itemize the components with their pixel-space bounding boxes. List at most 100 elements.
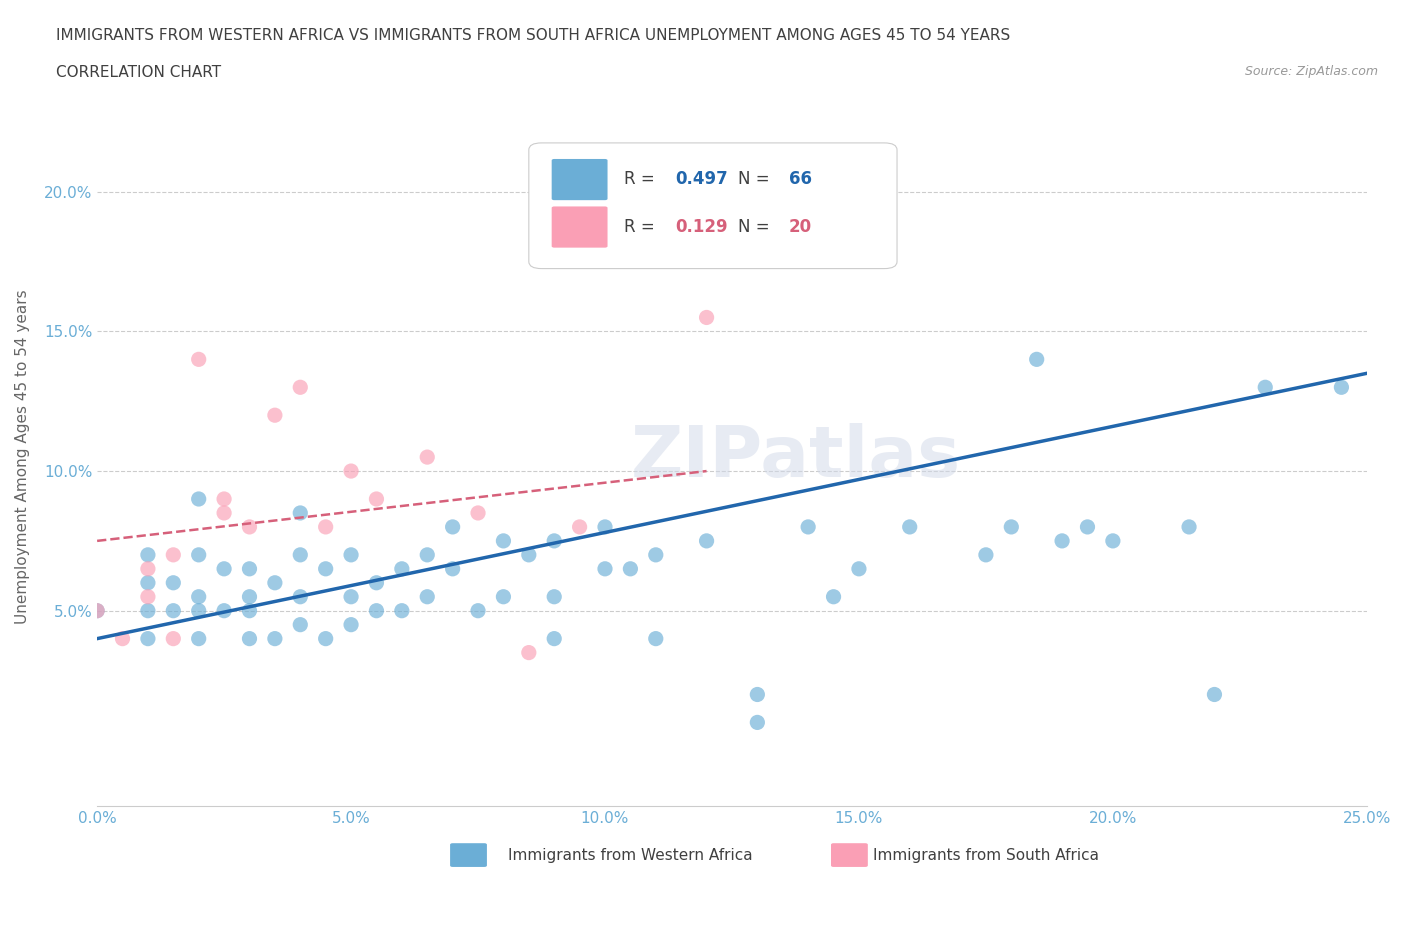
Text: 0.497: 0.497 [675,170,727,188]
Point [264,576,287,591]
Point [162,631,184,646]
Point [543,590,565,604]
Point [212,562,235,577]
Point [1025,352,1047,366]
Point [340,590,363,604]
Text: Immigrants from South Africa: Immigrants from South Africa [873,847,1099,862]
Text: Source: ZipAtlas.com: Source: ZipAtlas.com [1244,65,1378,78]
Text: ZIPatlas: ZIPatlas [630,422,960,492]
Point [136,576,159,591]
Point [391,562,413,577]
Point [543,631,565,646]
Point [416,450,439,465]
Text: CORRELATION CHART: CORRELATION CHART [56,65,221,80]
Y-axis label: Unemployment Among Ages 45 to 54 years: Unemployment Among Ages 45 to 54 years [15,290,30,624]
Point [568,520,591,535]
Point [467,604,489,618]
Point [517,548,540,563]
Point [1000,520,1022,535]
Point [290,548,312,563]
Point [696,310,718,325]
Point [264,407,287,422]
Point [238,631,260,646]
Point [619,562,641,577]
Point [162,548,184,563]
Point [187,631,209,646]
Point [492,590,515,604]
Point [340,618,363,632]
FancyBboxPatch shape [529,143,897,269]
Point [86,604,108,618]
Point [187,492,209,507]
Point [797,520,820,535]
Point [366,576,388,591]
Text: 66: 66 [789,170,813,188]
Point [111,631,134,646]
Point [747,715,769,730]
Point [366,604,388,618]
Point [898,520,921,535]
Point [644,548,666,563]
Point [696,534,718,549]
Point [315,562,337,577]
Point [136,548,159,563]
Point [1076,520,1098,535]
Text: Immigrants from Western Africa: Immigrants from Western Africa [508,847,752,862]
Point [212,506,235,521]
Point [1204,687,1226,702]
Point [238,604,260,618]
Point [492,534,515,549]
Point [1178,520,1201,535]
Point [315,631,337,646]
Point [315,520,337,535]
Point [644,631,666,646]
Point [238,590,260,604]
Text: 20: 20 [789,219,813,236]
Point [1330,379,1353,394]
Point [290,379,312,394]
Point [1102,534,1125,549]
Point [212,492,235,507]
Text: IMMIGRANTS FROM WESTERN AFRICA VS IMMIGRANTS FROM SOUTH AFRICA UNEMPLOYMENT AMON: IMMIGRANTS FROM WESTERN AFRICA VS IMMIGR… [56,28,1011,43]
Text: R =: R = [624,170,655,188]
Point [823,590,845,604]
Point [441,562,464,577]
Point [290,590,312,604]
Point [593,562,616,577]
Point [974,548,997,563]
Point [593,520,616,535]
Point [441,520,464,535]
Point [1254,379,1277,394]
Point [136,631,159,646]
Point [290,618,312,632]
Text: N =: N = [738,219,770,236]
Point [366,492,388,507]
FancyBboxPatch shape [450,844,486,867]
Point [187,590,209,604]
Text: N =: N = [738,170,770,188]
Point [136,562,159,577]
Point [848,562,870,577]
Point [340,464,363,479]
Point [162,604,184,618]
FancyBboxPatch shape [831,844,868,867]
Point [416,548,439,563]
Point [136,590,159,604]
Point [187,604,209,618]
Point [467,506,489,521]
Point [416,590,439,604]
Point [212,604,235,618]
Point [1050,534,1073,549]
Point [543,534,565,549]
FancyBboxPatch shape [551,206,607,247]
FancyBboxPatch shape [551,159,607,200]
Text: R =: R = [624,219,655,236]
Point [517,645,540,660]
Point [340,548,363,563]
Point [162,576,184,591]
Point [187,548,209,563]
Point [86,604,108,618]
Text: 0.129: 0.129 [675,219,727,236]
Point [238,562,260,577]
Point [264,631,287,646]
